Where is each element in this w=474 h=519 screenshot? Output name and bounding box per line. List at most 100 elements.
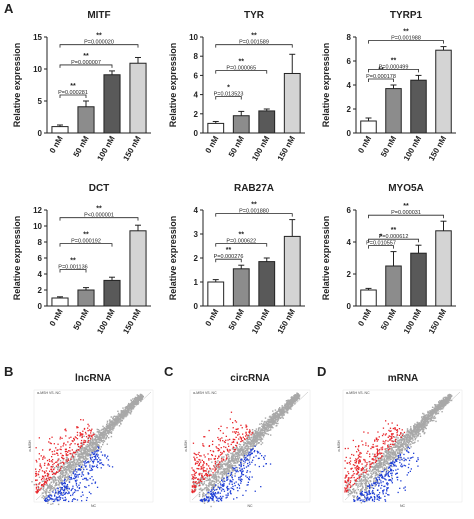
point-not-significant [361,489,363,491]
y-tick-label: 4 [347,81,352,90]
point-up [69,446,71,449]
point-not-significant [229,461,231,463]
point-down [90,459,93,461]
point-down [209,496,211,498]
point-not-significant [240,460,242,462]
point-not-significant [277,415,279,417]
point-up [233,449,236,451]
point-up [48,458,50,461]
point-not-significant [255,437,257,439]
point-down [77,468,80,470]
point-not-significant [256,439,258,442]
point-up [47,464,49,466]
chart-title: TYRP1 [390,10,423,21]
point-down [232,485,234,488]
point-not-significant [215,476,218,478]
significance-bracket [368,238,419,243]
significance-stars: ** [96,206,102,213]
point-not-significant [272,417,274,419]
y-axis-label: α-MSH [337,440,341,451]
point-not-significant [58,480,60,482]
point-up [202,469,204,471]
point-not-significant [417,432,419,434]
point-up [70,436,72,438]
point-up [220,447,222,449]
point-up [234,420,236,422]
point-up [206,464,208,466]
point-not-significant [58,486,61,489]
point-not-significant [49,494,51,496]
point-not-significant [426,418,428,421]
point-down [240,478,242,480]
significance-stars: ** [239,232,245,239]
point-not-significant [124,407,126,409]
point-not-significant [52,476,54,479]
point-not-significant [226,467,228,470]
point-up [221,437,223,439]
point-not-significant [228,469,230,472]
point-not-significant [289,399,291,401]
point-not-significant [236,447,238,449]
point-up [48,479,50,481]
point-not-significant [113,415,116,417]
point-up [53,462,55,465]
point-not-significant [370,472,372,474]
point-down [69,478,71,481]
point-not-significant [80,449,82,451]
point-down [211,494,213,496]
point-up [211,454,213,456]
point-down [209,497,211,500]
point-up [51,473,54,475]
point-up [222,432,224,434]
point-up [202,443,204,445]
y-axis-label: Relative expression [12,43,22,128]
point-down [63,492,65,494]
point-up [219,438,221,440]
point-up [218,444,220,446]
point-not-significant [93,439,95,441]
point-down [203,498,205,500]
point-down [219,497,221,499]
point-not-significant [391,447,393,449]
point-not-significant [81,452,83,455]
point-not-significant [123,409,125,411]
point-not-significant [213,473,215,476]
point-not-significant [423,428,425,431]
point-up [193,476,195,478]
point-up [84,440,87,442]
point-up [60,446,62,448]
point-up [48,441,50,443]
point-down [46,497,48,499]
point-down [50,494,52,496]
point-not-significant [277,417,279,419]
point-not-significant [263,426,265,429]
point-up [51,451,53,453]
point-up [191,474,193,476]
point-not-significant [232,455,234,457]
point-not-significant [377,466,379,469]
point-not-significant [65,476,67,478]
point-not-significant [115,417,117,419]
point-down [107,464,109,466]
point-not-significant [409,429,412,431]
significance-p-value: P=0.000612 [379,234,409,240]
point-not-significant [122,407,124,409]
y-tick-label: 10 [33,65,42,74]
point-not-significant [246,435,249,437]
x-tick-label: 50 nM [379,134,398,158]
point-not-significant [208,486,210,488]
y-tick-label: 4 [194,91,199,100]
point-not-significant [246,452,248,454]
point-not-significant [286,402,289,404]
point-up [191,489,193,491]
point-not-significant [89,436,91,438]
point-not-significant [288,403,290,406]
point-up [42,449,44,451]
point-down [91,476,93,478]
point-not-significant [204,477,207,479]
point-not-significant [84,456,87,458]
point-up [55,465,58,467]
point-up [235,431,237,433]
point-not-significant [364,474,366,477]
